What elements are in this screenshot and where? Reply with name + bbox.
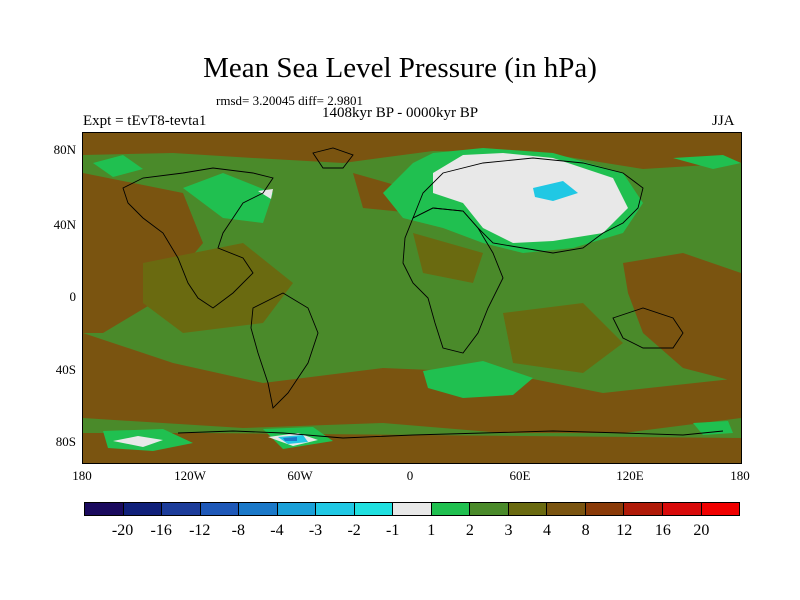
colorbar-swatch	[624, 503, 663, 515]
anomaly-region-minus2	[533, 181, 578, 201]
lon-label: 120W	[174, 468, 206, 483]
lat-label: 0	[69, 289, 77, 304]
colorbar-label: 3	[504, 522, 513, 539]
colorbar-swatch	[662, 503, 702, 515]
anomaly-region-2hpa	[93, 155, 143, 177]
colorbar-label: 4	[543, 522, 552, 539]
colorbar-label: 16	[654, 522, 671, 539]
colorbar-label: 2	[465, 522, 474, 539]
ocean-anomaly-high	[83, 173, 203, 333]
lon-label: 180	[730, 468, 750, 483]
colorbar-label: -1	[386, 522, 400, 539]
anomaly-region-near-zero	[433, 153, 628, 243]
colorbar	[84, 502, 740, 516]
lat-label: 80N	[53, 142, 76, 157]
lon-label: 120E	[616, 468, 644, 483]
colorbar-swatch	[431, 503, 471, 515]
anomaly-region-minus4	[283, 437, 297, 441]
anomaly-region-2hpa	[693, 421, 733, 435]
colorbar-swatch	[354, 503, 394, 515]
colorbar-label: 1	[427, 522, 436, 539]
ocean-anomaly-high	[83, 433, 741, 463]
colorbar-swatch	[123, 503, 163, 515]
olive-band	[503, 303, 623, 373]
anomaly-region-near-zero	[258, 189, 273, 199]
colorbar-label: -2	[347, 522, 361, 539]
colorbar-swatch	[470, 503, 509, 515]
lat-label: 80S	[55, 434, 76, 449]
anomaly-region-2hpa	[673, 155, 741, 169]
colorbar-label: -3	[308, 522, 323, 539]
anomaly-region-near-zero	[113, 436, 163, 447]
experiment-label: Expt = tEvT8-tevta1	[83, 113, 207, 129]
season-label: JJA	[712, 113, 735, 129]
colorbar-label: -20	[111, 522, 134, 539]
coastlines	[122, 147, 724, 439]
pressure-field	[83, 133, 741, 463]
colorbar-swatch	[701, 503, 740, 515]
ocean-anomaly-high	[83, 333, 741, 433]
colorbar-label: -8	[231, 522, 245, 539]
lon-label: 0	[406, 468, 414, 483]
anomaly-region-2hpa	[423, 361, 533, 398]
colorbar-label: 12	[616, 522, 633, 539]
period-text: 1408kyr BP - 0000kyr BP	[322, 105, 479, 121]
olive-band	[413, 233, 483, 283]
ocean-anomaly-high	[83, 133, 741, 169]
colorbar-swatch	[585, 503, 625, 515]
colorbar-swatch	[508, 503, 548, 515]
colorbar-swatch	[239, 503, 278, 515]
stats-text: rmsd= 3.20045 diff= 2.9801	[216, 93, 363, 108]
colorbar-swatch	[316, 503, 355, 515]
colorbar-label: 8	[581, 522, 590, 539]
colorbar-swatch	[200, 503, 240, 515]
colorbar-swatch	[393, 503, 432, 515]
lat-label: 40N	[53, 217, 76, 232]
colorbar-swatch	[547, 503, 586, 515]
olive-band	[143, 243, 293, 333]
colorbar-swatch	[85, 503, 124, 515]
colorbar-label: -12	[189, 522, 211, 539]
lon-label: 60W	[287, 468, 313, 483]
colorbar-label: -16	[150, 522, 172, 539]
colorbar-label: 20	[693, 522, 710, 539]
colorbar-label: -4	[270, 522, 284, 539]
colorbar-swatch	[162, 503, 201, 515]
lon-label: 60E	[509, 468, 531, 483]
map-title: Mean Sea Level Pressure (in hPa)	[203, 52, 597, 84]
lat-label: 40S	[55, 362, 76, 377]
ocean-anomaly-high	[623, 253, 741, 383]
map-panel	[82, 132, 742, 464]
colorbar-swatch	[277, 503, 317, 515]
anomaly-region-2hpa	[183, 173, 273, 223]
lon-label: 180	[72, 468, 92, 483]
